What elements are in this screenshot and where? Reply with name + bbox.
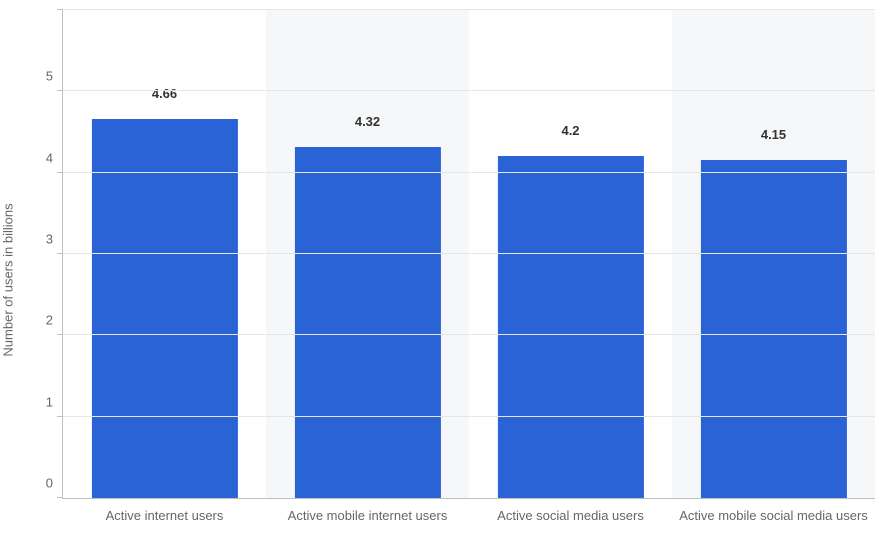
y-tick-label: 6 xyxy=(46,0,53,3)
gridline xyxy=(63,253,875,254)
y-tick-label: 5 xyxy=(46,69,53,84)
bar-value-label: 4.2 xyxy=(561,123,579,138)
y-tick-mark xyxy=(57,497,63,498)
y-tick-label: 2 xyxy=(46,313,53,328)
bar xyxy=(294,147,440,498)
bar-band: 4.15Active mobile social media users xyxy=(672,10,875,498)
y-tick-mark xyxy=(57,90,63,91)
bar-value-label: 4.32 xyxy=(355,114,380,129)
bar xyxy=(91,119,237,498)
y-tick-label: 1 xyxy=(46,394,53,409)
bar-band: 4.32Active mobile internet users xyxy=(266,10,469,498)
gridline xyxy=(63,9,875,10)
gridline xyxy=(63,416,875,417)
bars-row: 4.66Active internet users4.32Active mobi… xyxy=(63,10,875,498)
bar xyxy=(700,160,846,498)
bar-band: 4.66Active internet users xyxy=(63,10,266,498)
gridline xyxy=(63,90,875,91)
y-axis-label: Number of users in billions xyxy=(1,203,16,356)
y-tick-mark xyxy=(57,416,63,417)
y-tick-label: 3 xyxy=(46,232,53,247)
bar-band: 4.2Active social media users xyxy=(469,10,672,498)
x-tick-label: Active internet users xyxy=(63,508,266,524)
y-tick-mark xyxy=(57,9,63,10)
bar xyxy=(497,156,643,498)
plot-area: 4.66Active internet users4.32Active mobi… xyxy=(62,10,875,499)
x-tick-label: Active mobile internet users xyxy=(266,508,469,524)
y-tick-label: 0 xyxy=(46,476,53,491)
x-tick-label: Active social media users xyxy=(469,508,672,524)
y-tick-mark xyxy=(57,253,63,254)
bar-value-label: 4.66 xyxy=(152,86,177,101)
y-tick-mark xyxy=(57,172,63,173)
x-tick-label: Active mobile social media users xyxy=(672,508,875,524)
y-tick-label: 4 xyxy=(46,150,53,165)
gridline xyxy=(63,334,875,335)
gridline xyxy=(63,172,875,173)
bar-chart: Number of users in billions 4.66Active i… xyxy=(0,0,885,559)
y-tick-mark xyxy=(57,334,63,335)
bar-value-label: 4.15 xyxy=(761,127,786,142)
